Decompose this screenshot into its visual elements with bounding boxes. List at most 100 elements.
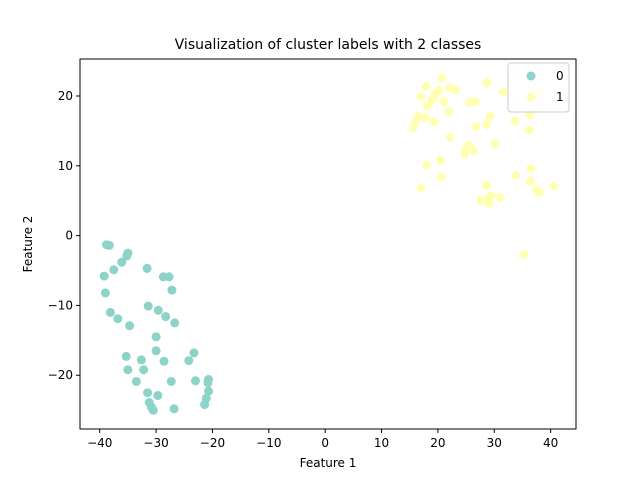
- points-layer: [99, 73, 559, 415]
- point-class-1: [498, 88, 508, 97]
- point-class-1: [422, 160, 432, 170]
- point-class-1: [525, 176, 535, 186]
- point-class-0: [200, 400, 210, 410]
- point-class-0: [102, 240, 111, 250]
- point-class-1: [439, 97, 449, 107]
- x-tick-label: −30: [143, 436, 168, 450]
- point-class-0: [170, 318, 180, 328]
- point-class-0: [125, 321, 135, 331]
- x-axis-label: Feature 1: [300, 456, 357, 470]
- point-class-1: [451, 85, 461, 95]
- legend-label-0: 0: [556, 69, 564, 83]
- point-class-0: [109, 265, 119, 275]
- y-tick-label: 0: [65, 229, 73, 243]
- point-class-1: [468, 146, 478, 155]
- y-axis-label: Feature 2: [21, 216, 35, 273]
- point-class-0: [164, 272, 174, 282]
- point-class-0: [189, 348, 199, 358]
- point-class-0: [148, 405, 158, 415]
- point-class-1: [421, 81, 431, 91]
- legend-label-1: 1: [556, 90, 564, 104]
- point-class-1: [519, 250, 529, 259]
- y-tick-label: 10: [58, 159, 73, 173]
- point-class-1: [481, 120, 491, 130]
- point-class-0: [203, 378, 213, 388]
- point-class-1: [416, 92, 426, 102]
- y-tick-label: −20: [48, 368, 73, 382]
- point-class-0: [142, 263, 152, 273]
- point-class-1: [476, 196, 486, 206]
- x-axis-ticks: −40 −30 −20 −10 0 10 20 30 40: [87, 429, 558, 450]
- point-class-0: [143, 388, 153, 398]
- x-tick-label: −10: [256, 436, 281, 450]
- point-class-0: [184, 356, 194, 366]
- point-class-0: [105, 307, 115, 317]
- point-class-1: [444, 106, 454, 116]
- point-class-1: [420, 113, 430, 123]
- point-class-0: [151, 346, 161, 356]
- legend-marker-0: [526, 71, 536, 81]
- x-tick-label: 40: [543, 436, 558, 450]
- legend-marker-1: [526, 92, 536, 102]
- point-class-0: [153, 391, 163, 400]
- point-class-0: [169, 404, 179, 414]
- point-class-0: [161, 312, 171, 322]
- point-class-1: [481, 180, 491, 190]
- point-class-0: [117, 257, 127, 267]
- point-class-1: [436, 172, 446, 182]
- point-class-1: [411, 116, 421, 126]
- x-tick-label: 10: [374, 436, 389, 450]
- point-class-1: [465, 98, 474, 108]
- point-class-1: [422, 101, 432, 111]
- legend: 0 1: [507, 62, 570, 113]
- point-class-1: [524, 125, 534, 135]
- point-class-1: [416, 183, 426, 193]
- point-class-1: [549, 181, 559, 191]
- point-class-0: [151, 332, 161, 342]
- point-class-1: [482, 78, 492, 88]
- point-class-1: [437, 73, 447, 83]
- point-class-0: [113, 314, 123, 324]
- point-class-0: [153, 305, 163, 315]
- point-class-1: [484, 199, 494, 208]
- x-tick-label: 0: [321, 436, 329, 450]
- point-class-0: [159, 356, 169, 366]
- point-class-1: [471, 122, 481, 132]
- point-class-0: [123, 365, 133, 375]
- point-class-1: [495, 192, 505, 202]
- point-class-1: [445, 132, 455, 142]
- point-class-1: [459, 149, 469, 159]
- point-class-0: [191, 376, 200, 386]
- y-tick-label: 20: [58, 89, 73, 103]
- legend-box: [507, 62, 570, 113]
- point-class-1: [510, 116, 520, 126]
- y-tick-label: −10: [48, 298, 73, 312]
- point-class-1: [534, 187, 544, 197]
- x-tick-label: −40: [87, 436, 112, 450]
- x-tick-label: 20: [430, 436, 445, 450]
- chart-title: Visualization of cluster labels with 2 c…: [175, 37, 482, 53]
- point-class-1: [429, 117, 439, 127]
- y-axis-ticks: −20 −10 0 10 20: [48, 89, 80, 382]
- x-tick-label: −20: [200, 436, 225, 450]
- point-class-1: [490, 139, 500, 148]
- point-class-0: [121, 351, 131, 361]
- point-class-1: [525, 110, 535, 120]
- point-class-0: [122, 251, 132, 261]
- point-class-0: [131, 377, 141, 386]
- point-class-0: [167, 285, 177, 295]
- x-tick-label: 30: [487, 436, 502, 450]
- point-class-1: [485, 111, 495, 121]
- point-class-0: [99, 271, 109, 281]
- point-class-1: [408, 123, 418, 133]
- point-class-1: [526, 164, 536, 174]
- point-class-1: [511, 171, 521, 181]
- point-class-0: [166, 377, 176, 386]
- point-class-1: [436, 155, 446, 165]
- point-class-0: [143, 301, 153, 311]
- point-class-0: [204, 386, 213, 396]
- point-class-0: [100, 288, 110, 298]
- plot-frame: [79, 58, 577, 430]
- point-class-0: [136, 355, 146, 365]
